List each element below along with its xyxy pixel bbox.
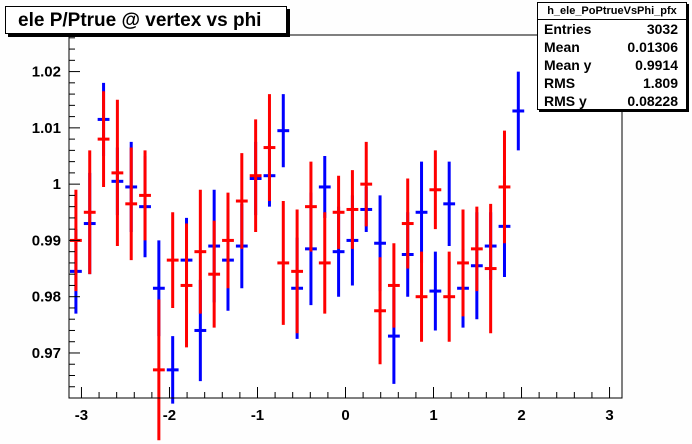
x-tick-label: -3 (75, 407, 88, 424)
stats-row-rms-y: RMS y 0.08228 (538, 92, 686, 110)
x-tick-label: -2 (163, 407, 176, 424)
x-tick-label: 2 (517, 407, 525, 424)
stats-row-entries: Entries 3032 (538, 20, 686, 38)
stats-value: 3032 (646, 21, 678, 37)
x-tick-label: 1 (429, 407, 437, 424)
stats-box: h_ele_PoPtrueVsPhi_pfx Entries 3032 Mean… (537, 2, 687, 110)
stats-label: Mean (544, 39, 580, 55)
y-tick-label: 1.01 (32, 120, 61, 137)
stats-row-mean: Mean 0.01306 (538, 38, 686, 56)
stats-label: RMS (544, 75, 576, 91)
y-tick-label: 0.97 (32, 345, 61, 362)
y-tick-label: 1 (53, 176, 61, 193)
plot-frame-bg (69, 35, 622, 398)
stats-label: Mean y (544, 57, 592, 73)
x-tick-label: -1 (251, 407, 264, 424)
y-tick-label: 0.98 (32, 289, 61, 306)
x-tick-label: 3 (605, 407, 613, 424)
y-tick-label: 0.99 (32, 232, 61, 249)
stats-label: Entries (544, 21, 592, 37)
x-tick-label: 0 (341, 407, 349, 424)
stats-value: 1.809 (642, 75, 678, 91)
stats-value: 0.9914 (635, 57, 678, 73)
y-tick-label: 1.02 (32, 64, 61, 81)
stats-value: 0.08228 (627, 93, 678, 109)
stats-name: h_ele_PoPtrueVsPhi_pfx (538, 3, 686, 20)
title-text: ele P/Ptrue @ vertex vs phi (18, 10, 262, 31)
stats-row-rms: RMS 1.809 (538, 74, 686, 92)
stats-value: 0.01306 (627, 39, 678, 55)
histogram-title: ele P/Ptrue @ vertex vs phi (5, 6, 287, 34)
stats-row-mean-y: Mean y 0.9914 (538, 56, 686, 74)
stats-label: RMS y (544, 93, 587, 109)
